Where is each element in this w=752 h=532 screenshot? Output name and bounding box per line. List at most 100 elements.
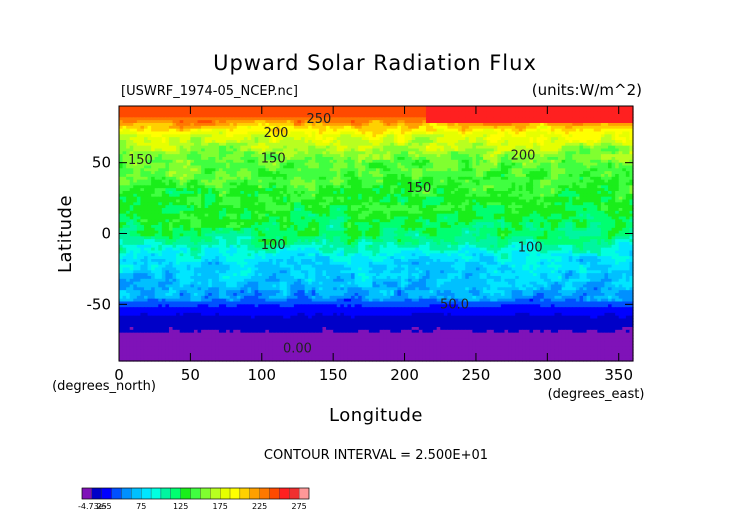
field-cell xyxy=(272,111,277,116)
field-cell xyxy=(336,108,341,113)
field-cell xyxy=(443,117,448,121)
field-cell xyxy=(143,137,149,141)
field-cell xyxy=(454,157,459,161)
field-cell xyxy=(336,154,341,158)
field-cell xyxy=(286,168,291,172)
field-cell xyxy=(572,145,577,150)
field-cell xyxy=(340,114,345,118)
field-cell xyxy=(308,151,313,155)
field-cell xyxy=(433,125,438,130)
field-cell xyxy=(154,157,159,161)
field-cell xyxy=(293,162,299,167)
field-cell xyxy=(522,123,527,127)
field-cell xyxy=(329,137,334,141)
field-cell xyxy=(408,111,413,116)
field-cell xyxy=(604,125,609,130)
field-cell xyxy=(315,134,320,138)
field-cell xyxy=(136,162,142,167)
field-cell xyxy=(276,120,281,124)
field-cell xyxy=(311,106,316,110)
field-cell xyxy=(586,140,591,144)
field-cell xyxy=(518,108,523,113)
field-cell xyxy=(172,157,177,161)
field-cell xyxy=(215,154,220,158)
field-cell xyxy=(218,108,224,113)
field-cell xyxy=(258,117,263,121)
field-cell xyxy=(365,151,370,155)
field-cell xyxy=(575,145,581,150)
field-cell xyxy=(154,134,159,138)
field-cell xyxy=(190,145,195,150)
field-cell xyxy=(297,134,302,138)
field-cell xyxy=(126,142,131,147)
field-cell xyxy=(229,123,234,127)
field-cell xyxy=(600,154,606,158)
field-cell xyxy=(308,117,313,121)
field-cell xyxy=(333,165,338,169)
field-cell xyxy=(550,151,556,155)
field-cell xyxy=(422,159,427,164)
field-cell xyxy=(518,168,523,172)
field-cell xyxy=(243,137,249,141)
field-cell xyxy=(458,120,463,124)
field-cell xyxy=(211,131,216,135)
field-cell xyxy=(479,114,484,118)
field-cell xyxy=(233,145,238,150)
field-cell xyxy=(315,117,320,121)
field-cell xyxy=(140,168,145,172)
field-cell xyxy=(361,128,366,133)
field-cell xyxy=(293,114,299,118)
field-cell xyxy=(497,137,502,141)
field-cell xyxy=(400,145,406,150)
field-cell xyxy=(236,157,241,161)
field-cell xyxy=(447,120,452,124)
field-cell xyxy=(450,108,456,113)
field-cell xyxy=(529,148,534,152)
field-cell xyxy=(368,134,374,138)
field-cell xyxy=(315,140,320,144)
field-cell xyxy=(133,120,138,124)
field-cell xyxy=(301,162,306,167)
field-cell xyxy=(561,157,566,161)
field-cell xyxy=(515,114,520,118)
field-cell xyxy=(411,137,416,141)
field-cell xyxy=(190,165,195,169)
field-cell xyxy=(329,151,334,155)
field-cell xyxy=(376,134,381,138)
field-cell xyxy=(326,128,331,133)
field-cell xyxy=(354,128,359,133)
field-cell xyxy=(411,148,416,152)
field-cell xyxy=(436,165,441,169)
field-cell xyxy=(340,142,345,147)
field-cell xyxy=(122,148,127,152)
field-cell xyxy=(133,108,138,113)
field-cell xyxy=(415,108,420,113)
field-cell xyxy=(450,154,456,158)
field-cell xyxy=(472,134,477,138)
field-cell xyxy=(140,111,145,116)
field-cell xyxy=(604,154,609,158)
field-cell xyxy=(504,117,509,121)
field-cell xyxy=(136,114,142,118)
field-cell xyxy=(486,165,491,169)
field-cell xyxy=(422,145,427,150)
field-cell xyxy=(443,159,448,164)
field-cell xyxy=(565,151,570,155)
field-cell xyxy=(347,145,352,150)
field-cell xyxy=(172,162,177,167)
field-cell xyxy=(411,159,416,164)
field-cell xyxy=(390,120,395,124)
field-cell xyxy=(493,134,498,138)
field-cell xyxy=(343,142,349,147)
field-cell xyxy=(493,108,498,113)
field-cell xyxy=(176,111,181,116)
field-cell xyxy=(236,128,241,133)
field-cell xyxy=(372,137,377,141)
field-cell xyxy=(608,168,613,172)
field-cell xyxy=(572,142,577,147)
field-cell xyxy=(133,148,138,152)
field-cell xyxy=(372,114,377,118)
field-cell xyxy=(629,108,634,113)
field-cell xyxy=(515,154,520,158)
field-cell xyxy=(172,106,177,110)
